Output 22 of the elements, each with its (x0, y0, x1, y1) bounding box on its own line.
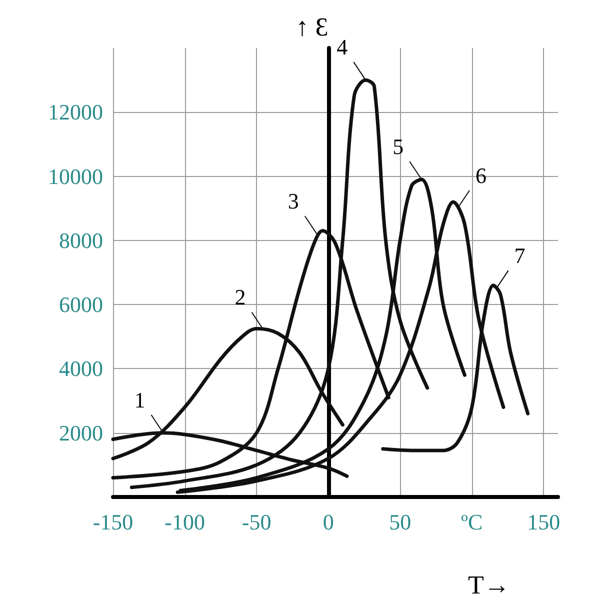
y-axis-title: ↑ Ɛ (296, 12, 328, 42)
annotation: 1 (134, 387, 146, 412)
y-tick-label: 10000 (48, 164, 103, 189)
annotation: 6 (476, 162, 487, 188)
y-tick-label: 6000 (59, 292, 103, 318)
x-tick-label: -50 (242, 510, 272, 534)
y-tick-label: 4000 (59, 356, 103, 382)
x-tick-label: -150 (92, 510, 134, 534)
y-tick-label: 8000 (59, 228, 103, 253)
x-tick-label: -100 (164, 510, 205, 534)
annotation: 5 (392, 134, 404, 159)
y-tick-label: 12000 (48, 100, 103, 125)
annotation: 2 (234, 284, 246, 310)
annotation: 4 (336, 34, 348, 60)
x-tick-label: ºC (461, 510, 483, 534)
x-axis-title: T→ (468, 570, 510, 600)
y-tick-label: 2000 (59, 420, 103, 446)
x-tick-label: 0 (322, 510, 334, 534)
x-tick-label: 150 (527, 510, 560, 534)
annotation: 3 (288, 188, 299, 214)
annotation: 7 (514, 243, 526, 268)
x-tick-label: 50 (389, 510, 412, 534)
